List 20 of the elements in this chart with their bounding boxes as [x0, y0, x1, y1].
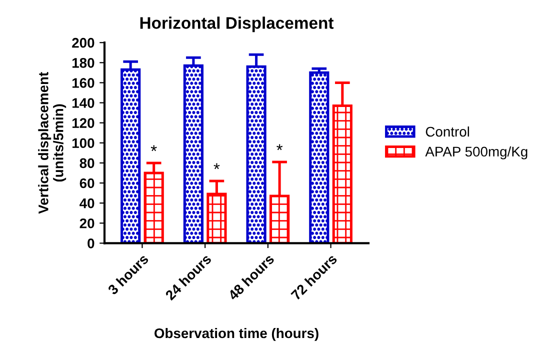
y-axis-title: Vertical displacement (units/5min) [38, 72, 66, 214]
y-tick-label: 180 [72, 58, 94, 68]
annotation: * [276, 144, 283, 150]
y-tick-label: 0 [88, 238, 94, 248]
y-tick-label: 200 [72, 38, 94, 48]
legend-label: Control [426, 126, 470, 137]
bar [309, 71, 330, 244]
annotation: * [150, 145, 157, 152]
y-tick-label: 60 [80, 178, 94, 188]
y-tick-label: 160 [72, 78, 94, 88]
y-tick-label: 80 [80, 158, 94, 168]
annotation: * [214, 163, 220, 170]
y-tick-label: 140 [72, 98, 94, 108]
y-tick-label: 120 [72, 118, 94, 128]
chart-title: Horizontal Displacement [140, 16, 334, 32]
legend-label: APAP 500mg/Kg [425, 146, 528, 160]
y-tick-label: 100 [72, 138, 94, 148]
x-axis-title: Observation time (hours) [154, 328, 318, 341]
y-tick-label: 20 [80, 218, 94, 228]
y-tick-label: 40 [80, 198, 94, 208]
